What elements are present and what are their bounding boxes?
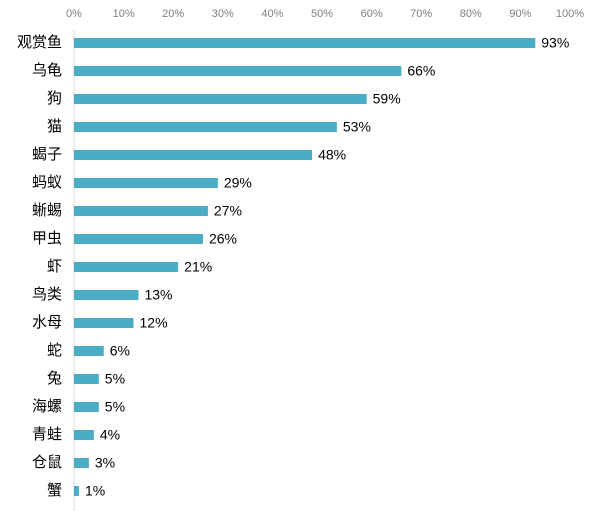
category-label: 狗 [47, 90, 62, 107]
bar [74, 374, 99, 384]
value-label: 4% [100, 427, 120, 443]
bar [74, 458, 89, 468]
value-label: 53% [343, 119, 371, 135]
value-label: 48% [318, 147, 346, 163]
value-label: 3% [95, 455, 115, 471]
category-label: 蜥蜴 [32, 202, 62, 219]
bar [74, 318, 134, 328]
category-label: 兔 [47, 370, 62, 387]
bar [74, 122, 337, 132]
x-tick-label: 20% [162, 8, 184, 20]
x-tick-label: 70% [410, 8, 432, 20]
category-label: 鸟类 [32, 286, 62, 303]
bar [74, 486, 79, 496]
value-label: 12% [140, 315, 168, 331]
value-label: 5% [105, 371, 125, 387]
bar [74, 94, 367, 104]
category-label: 水母 [32, 314, 62, 331]
value-label: 66% [407, 63, 435, 79]
category-label: 蝎子 [32, 146, 62, 163]
x-tick-label: 60% [361, 8, 383, 20]
bar [74, 402, 99, 412]
category-label: 海螺 [32, 398, 62, 415]
category-label: 蛇 [47, 342, 62, 359]
value-label: 21% [184, 259, 212, 275]
x-tick-label: 100% [556, 8, 584, 20]
value-label: 29% [224, 175, 252, 191]
x-tick-label: 90% [509, 8, 531, 20]
value-label: 13% [144, 287, 172, 303]
bar [74, 150, 313, 160]
value-label: 27% [214, 203, 242, 219]
category-label: 甲虫 [32, 230, 62, 247]
value-label: 93% [541, 35, 569, 51]
category-label: 猫 [47, 118, 62, 135]
bar [74, 346, 104, 356]
x-tick-label: 40% [261, 8, 283, 20]
category-label: 观赏鱼 [17, 33, 62, 51]
value-label: 26% [209, 231, 237, 247]
value-label: 6% [110, 343, 130, 359]
x-tick-label: 10% [113, 8, 135, 20]
value-label: 5% [105, 399, 125, 415]
category-label: 蚂蚁 [32, 174, 62, 191]
bar [74, 290, 139, 300]
x-tick-label: 30% [212, 8, 234, 20]
bar [74, 262, 179, 272]
bar [74, 178, 218, 188]
x-tick-label: 0% [66, 8, 82, 20]
value-label: 1% [85, 483, 105, 499]
value-label: 59% [373, 91, 401, 107]
bar [74, 234, 203, 244]
category-label: 青蛙 [32, 426, 62, 443]
bar [74, 430, 94, 440]
x-tick-label: 50% [311, 8, 333, 20]
category-label: 虾 [47, 258, 62, 275]
x-tick-label: 80% [460, 8, 482, 20]
bar [74, 206, 208, 216]
bar [74, 66, 402, 76]
category-label: 蟹 [47, 482, 62, 499]
category-label: 仓鼠 [32, 454, 62, 471]
bar [74, 38, 536, 48]
category-label: 乌龟 [32, 62, 62, 79]
